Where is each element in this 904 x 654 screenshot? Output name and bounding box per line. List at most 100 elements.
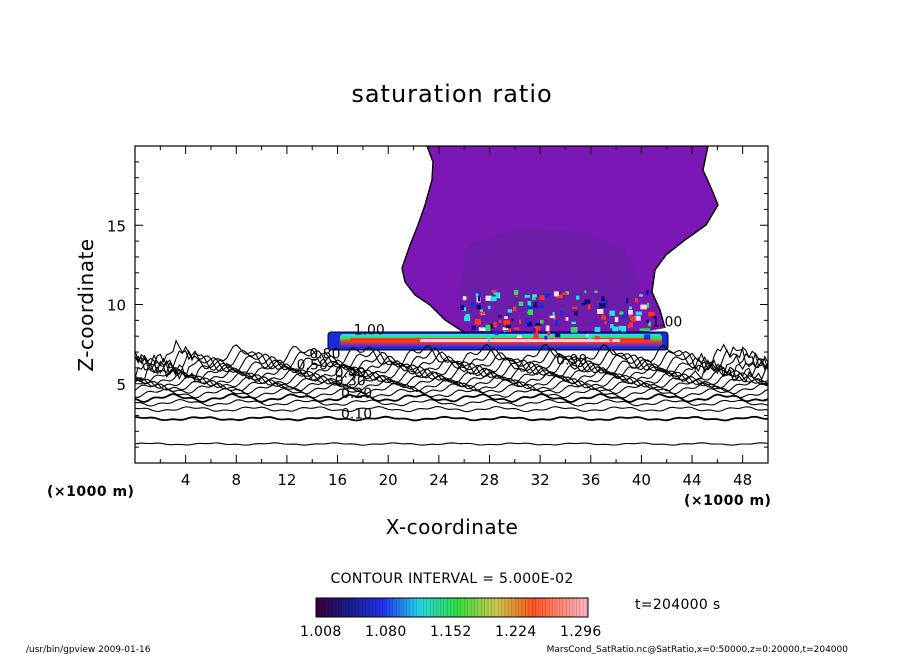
cloud-speckle bbox=[471, 325, 476, 330]
cloud-speckle bbox=[601, 296, 605, 302]
cloud-speckle bbox=[555, 320, 558, 326]
cloud-speckle bbox=[640, 304, 647, 310]
time-label: t=204000 s bbox=[635, 597, 720, 613]
y-tick-labels: 5 10 15 bbox=[107, 217, 126, 394]
contour-line-1-00 bbox=[401, 146, 466, 334]
cloud-speckle bbox=[487, 305, 491, 310]
contour-line bbox=[135, 355, 768, 381]
cloud-speckle bbox=[476, 304, 481, 310]
cloud-speckle bbox=[489, 323, 495, 329]
cloud-speckle bbox=[525, 317, 530, 324]
cloud-speckle bbox=[502, 327, 509, 331]
cloud-speckle bbox=[531, 297, 536, 301]
cloud-speckle bbox=[462, 296, 467, 301]
cloud-speckle bbox=[477, 296, 480, 302]
cloud-speckle bbox=[527, 309, 533, 315]
cloud-speckle bbox=[490, 294, 496, 298]
cloud-speckle bbox=[465, 313, 470, 319]
cloud-speckle bbox=[612, 326, 619, 332]
cloud-speckle bbox=[639, 328, 644, 331]
cloud-speckle bbox=[631, 316, 636, 322]
cloud-speckle bbox=[581, 302, 586, 306]
cloud-speckle bbox=[518, 301, 524, 306]
cloud-speckle bbox=[527, 321, 533, 327]
contour-line bbox=[135, 415, 768, 422]
cloud-speckle bbox=[599, 303, 606, 308]
cloud-speckle bbox=[524, 295, 530, 298]
cloud-speckle bbox=[576, 295, 580, 300]
cloud-speckle bbox=[533, 333, 539, 339]
cloud-speckle bbox=[553, 316, 556, 320]
cloud-speckle bbox=[633, 316, 641, 321]
contour-line bbox=[135, 405, 768, 413]
cloud-speckle bbox=[552, 312, 555, 317]
contour-line bbox=[135, 393, 768, 403]
cloud-speckle bbox=[490, 296, 497, 302]
axis-ticks bbox=[135, 146, 768, 463]
cloud-speckles bbox=[460, 290, 655, 342]
cloud-speckle bbox=[549, 315, 555, 319]
cloud-speckle bbox=[601, 315, 606, 320]
cloud-speckle bbox=[493, 292, 501, 299]
plot-area bbox=[135, 146, 768, 446]
cloud-speckle bbox=[513, 306, 517, 312]
colorbar-tick-labels: 1.008 1.080 1.152 1.224 1.296 bbox=[300, 624, 601, 640]
colorbar-tick-label: 1.224 bbox=[495, 624, 537, 640]
cloud-speckle bbox=[478, 327, 486, 331]
contour-label: 0.50 bbox=[297, 357, 328, 373]
cloud-speckle bbox=[610, 324, 614, 329]
cloud-speckle bbox=[628, 310, 633, 315]
cloud-speckle bbox=[526, 306, 534, 312]
contour-label: 0.10 bbox=[341, 407, 372, 423]
cloud-speckle bbox=[540, 319, 544, 324]
cloud-speckle bbox=[464, 315, 471, 322]
cloud-speckle bbox=[475, 293, 479, 297]
cloud-speckle bbox=[626, 298, 629, 304]
x-tick-label: 40 bbox=[632, 471, 651, 489]
y-axis-title: Z-coordinate bbox=[74, 238, 98, 371]
cloud-speckle bbox=[535, 329, 538, 334]
contour-label: 0.80 bbox=[309, 346, 340, 362]
cloud-speckle bbox=[513, 290, 519, 295]
cloud-speckle bbox=[609, 337, 613, 342]
cloud-speckle bbox=[515, 295, 519, 299]
cloud-speckle bbox=[511, 318, 514, 322]
cloud-speckle bbox=[554, 333, 561, 338]
contour-interval-text: CONTOUR INTERVAL = 5.000E-02 bbox=[330, 571, 573, 587]
contour-label: 0.40 bbox=[335, 365, 366, 381]
cloud-speckle bbox=[597, 309, 604, 314]
cloud-speckle bbox=[507, 309, 513, 313]
x-axis-title: X-coordinate bbox=[386, 515, 519, 539]
cloud-speckle bbox=[507, 313, 510, 316]
x-tick-label: 4 bbox=[181, 471, 191, 489]
colorbar-frame bbox=[315, 597, 589, 618]
cloud-speckle bbox=[477, 292, 482, 297]
cloud-speckle bbox=[534, 326, 541, 330]
cloud-speckle bbox=[627, 324, 630, 329]
cloud-speckle bbox=[646, 302, 650, 308]
cloud-speckle bbox=[594, 336, 600, 340]
cloud-speckle bbox=[565, 291, 569, 295]
cloud-speckle bbox=[570, 327, 578, 333]
contour-line bbox=[135, 398, 768, 407]
x-tick-label: 36 bbox=[581, 471, 600, 489]
cloud-speckle bbox=[516, 335, 522, 339]
cloud-speckle bbox=[614, 316, 619, 323]
cloud-speckle bbox=[515, 297, 519, 301]
colorbar-tick-label: 1.008 bbox=[300, 624, 342, 640]
cloud-speckle bbox=[504, 316, 508, 319]
x-tick-label: 48 bbox=[733, 471, 752, 489]
cloud-speckle bbox=[533, 302, 538, 308]
cloud-speckle bbox=[645, 319, 650, 323]
cloud-speckle bbox=[618, 325, 625, 331]
colorbar-gradient bbox=[316, 598, 588, 617]
cloud-speckle bbox=[565, 317, 569, 321]
cloud-speckle bbox=[649, 290, 652, 294]
cloud-speckle bbox=[545, 325, 550, 332]
cloud-speckle bbox=[588, 334, 592, 340]
cloud-speckle bbox=[460, 305, 464, 311]
cloud-speckle bbox=[584, 290, 587, 294]
x-tick-label: 44 bbox=[682, 471, 701, 489]
cloud-speckle bbox=[619, 311, 624, 315]
